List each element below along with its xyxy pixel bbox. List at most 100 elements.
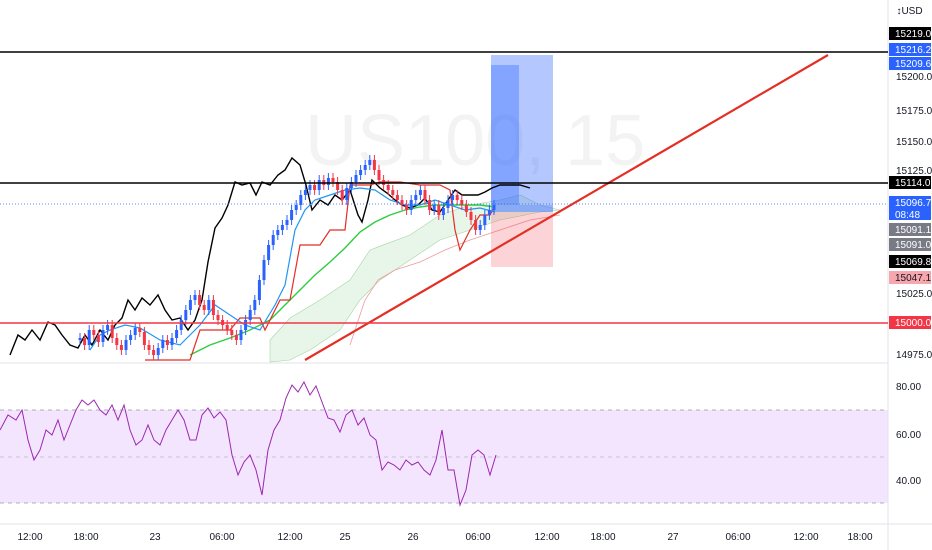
candle-body bbox=[133, 328, 137, 335]
candle-body bbox=[202, 305, 206, 310]
candle-body bbox=[124, 340, 128, 350]
candlestick-series bbox=[78, 155, 496, 360]
long-position-entry-zone bbox=[491, 205, 553, 212]
time-tick-label: 18:00 bbox=[847, 532, 872, 543]
candle-body bbox=[354, 175, 358, 182]
candle-body bbox=[198, 295, 202, 305]
candle-body bbox=[152, 350, 156, 355]
candle-body bbox=[455, 195, 459, 200]
price-badge bbox=[889, 271, 931, 284]
candle-body bbox=[257, 280, 261, 300]
candle-body bbox=[349, 182, 353, 188]
candle-body bbox=[244, 320, 248, 330]
candle-body bbox=[377, 170, 381, 180]
candle-body bbox=[437, 205, 441, 215]
time-axis[interactable]: 12:00 18:00 23 06:00 12:00 25 26 06:00 12:00 18:0… bbox=[17, 532, 872, 543]
candle-body bbox=[179, 320, 183, 330]
candle-body bbox=[147, 345, 151, 350]
candle-body bbox=[285, 220, 289, 225]
candle-body bbox=[248, 310, 252, 320]
candle-body bbox=[345, 188, 349, 200]
candle-body bbox=[492, 205, 496, 210]
candle-body bbox=[487, 210, 491, 215]
candle-body bbox=[418, 190, 422, 195]
time-tick-label: 26 bbox=[407, 532, 419, 543]
price-axis-badges: 15219.0 15114.0 15000.0 15216.2 15209.6 15096… bbox=[889, 27, 932, 329]
candle-body bbox=[478, 225, 482, 230]
candle-body bbox=[142, 332, 146, 345]
candle-body bbox=[216, 315, 220, 320]
candle-body bbox=[395, 195, 399, 200]
level-badge-text: 15114.0 bbox=[895, 178, 931, 189]
symbol-watermark: US100, 15 bbox=[305, 101, 645, 181]
candle-body bbox=[372, 160, 376, 170]
time-tick-label: 27 bbox=[667, 532, 679, 543]
time-tick-label: 12:00 bbox=[793, 532, 818, 543]
price-badge bbox=[889, 57, 931, 70]
rsi-tick-label: 60.00 bbox=[896, 430, 921, 441]
time-tick-label: 06:00 bbox=[725, 532, 750, 543]
rsi-axis[interactable]: 80.00 60.00 40.00 bbox=[896, 382, 921, 487]
ichimoku-cloud-lower-edge bbox=[349, 214, 561, 346]
candle-body bbox=[207, 300, 211, 310]
price-badge bbox=[889, 43, 931, 56]
currency-mark: ↕ bbox=[897, 6, 902, 17]
price-tick-label: 15025.0 bbox=[896, 289, 932, 300]
candle-body bbox=[165, 340, 169, 345]
candle-body bbox=[290, 210, 294, 220]
candle-body bbox=[230, 330, 234, 335]
candle-body bbox=[234, 335, 238, 340]
price-badge-text: 15069.8 bbox=[895, 257, 932, 268]
candle-body bbox=[460, 200, 464, 205]
candle-body bbox=[400, 200, 404, 205]
rsi-line bbox=[0, 380, 497, 507]
candle-body bbox=[262, 260, 266, 280]
level-badge bbox=[889, 316, 931, 329]
price-tick-label: 15175.0 bbox=[896, 106, 932, 117]
candle-body bbox=[110, 325, 114, 338]
level-badge bbox=[889, 27, 931, 40]
candle-body bbox=[451, 195, 455, 200]
candle-body bbox=[175, 330, 179, 338]
candle-body bbox=[253, 300, 257, 310]
price-badge bbox=[889, 223, 931, 236]
rsi-tick-label: 80.00 bbox=[896, 382, 921, 393]
price-axis[interactable]: 15200.0 15175.0 15150.0 15125.0 15025.0 14975… bbox=[896, 72, 932, 361]
time-tick-label: 18:00 bbox=[590, 532, 615, 543]
candle-body bbox=[267, 245, 271, 260]
candle-body bbox=[78, 338, 82, 340]
candle-body bbox=[129, 335, 133, 340]
price-badge-text: 15047.1 bbox=[895, 273, 932, 284]
price-badge-text: 15096.7 bbox=[895, 198, 932, 209]
candle-body bbox=[225, 325, 229, 330]
candle-body bbox=[188, 300, 192, 310]
candle-body bbox=[368, 160, 372, 165]
candle-body bbox=[138, 328, 142, 332]
price-tick-label: 14975.0 bbox=[896, 350, 932, 361]
candle-body bbox=[170, 338, 174, 345]
time-tick-label: 18:00 bbox=[73, 532, 98, 543]
price-tick-label: 15125.0 bbox=[896, 166, 932, 177]
long-position-target-inner bbox=[491, 65, 519, 205]
long-position-target-zone[interactable] bbox=[491, 55, 553, 205]
candle-body bbox=[386, 185, 390, 190]
candle-body bbox=[280, 225, 284, 230]
price-tick-label: 15200.0 bbox=[896, 72, 932, 83]
price-tick-label: 15150.0 bbox=[896, 137, 932, 148]
candle-body bbox=[161, 340, 165, 348]
candle-body bbox=[87, 330, 91, 345]
candle-body bbox=[276, 230, 280, 235]
currency-label[interactable]: USD bbox=[901, 6, 922, 17]
price-badge bbox=[889, 255, 931, 268]
candle-body bbox=[340, 190, 344, 200]
candle-body bbox=[101, 330, 105, 342]
trendline[interactable] bbox=[304, 54, 829, 361]
time-tick-label: 06:00 bbox=[209, 532, 234, 543]
level-badge-text: 15000.0 bbox=[895, 318, 932, 329]
candle-body bbox=[271, 235, 275, 245]
candle-body bbox=[239, 330, 243, 340]
candle-body bbox=[409, 200, 413, 210]
time-tick-label: 12:00 bbox=[534, 532, 559, 543]
candle-body bbox=[359, 170, 363, 175]
